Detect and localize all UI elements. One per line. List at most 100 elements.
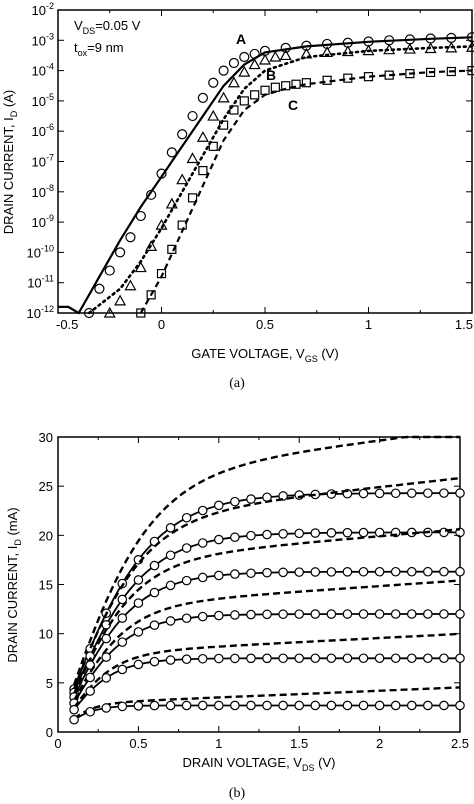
curve-b-triangle-point	[155, 218, 168, 230]
curve-a-circle-point	[146, 189, 157, 200]
measured-point-6	[214, 700, 224, 711]
y-tick-label: 10-4	[32, 62, 54, 79]
annotation-tox: tox=9 nm	[74, 40, 124, 58]
measured-point-2	[326, 528, 337, 538]
y-tick-label: 0	[46, 725, 53, 740]
measured-point-3	[181, 575, 192, 586]
measured-point-6	[69, 714, 79, 725]
x-tick-label: 1.5	[455, 317, 473, 332]
curve-a-circle-point	[177, 129, 188, 140]
x-tick-label: 2.5	[451, 736, 469, 751]
measured-point-5	[439, 653, 449, 664]
y-tick-label: 30	[39, 430, 53, 445]
panel-a-ticks: -0.5 0 0.5 1 1.5 10-2 10-3 10-4 10-5 10-6 10-7 10-8…	[27, 1, 473, 332]
curve-a-circle-point	[239, 51, 250, 63]
measured-point-3	[294, 567, 304, 577]
curve-c-square-point	[291, 79, 301, 89]
measured-point-3	[455, 566, 465, 577]
curve-c-square-point	[343, 73, 353, 83]
measured-point-2	[165, 550, 176, 561]
curve-c-square-point	[198, 165, 208, 176]
x-tick-label: 2	[376, 736, 383, 751]
measured-point-4	[455, 609, 465, 619]
measured-point-6	[342, 700, 353, 711]
measured-point-3	[390, 566, 401, 577]
measured-point-3	[278, 567, 288, 578]
measured-point-6	[278, 700, 288, 711]
measured-point-4	[342, 609, 353, 619]
curve-a-circle-point	[218, 65, 229, 76]
y-tick-label: 10-3	[32, 31, 54, 48]
measured-point-4	[374, 609, 385, 619]
measured-point-4	[85, 672, 95, 683]
curve-c-square-point	[301, 78, 311, 88]
measured-point-5	[390, 653, 401, 664]
measured-point-5	[423, 653, 433, 664]
curve-b-triangle-point	[258, 53, 272, 65]
measured-point-6	[197, 700, 208, 711]
measured-point-6	[149, 700, 160, 711]
curve-c-square-point	[363, 72, 374, 82]
measured-point-4	[439, 609, 449, 619]
measured-point-3	[358, 566, 369, 577]
measured-point-3	[230, 569, 240, 579]
x-tick-label: 0.5	[129, 736, 147, 751]
measured-point-5	[85, 686, 95, 696]
x-tick-label: 0.5	[256, 317, 274, 332]
measured-point-3	[342, 567, 353, 577]
measured-point-3	[197, 572, 208, 583]
curve-b-triangle-point	[300, 47, 313, 59]
measured-point-4	[101, 652, 112, 662]
measured-point-5	[117, 664, 128, 675]
measured-point-6	[310, 700, 321, 711]
measured-point-2	[117, 594, 128, 605]
curve-a-circle-point	[208, 77, 219, 88]
measured-point-6	[165, 700, 176, 711]
curve-c-square-point	[405, 69, 415, 79]
curve-a-circle-point	[301, 40, 312, 51]
measured-point-6	[358, 700, 369, 711]
curve-b-triangle-point	[465, 41, 474, 52]
curve-c-square-point	[156, 269, 167, 279]
measured-point-5	[374, 653, 385, 664]
model-curve-dashed-4	[73, 579, 461, 702]
measured-point-1	[390, 488, 401, 499]
curve-b-triangle-point	[321, 46, 334, 58]
y-tick-label: 5	[46, 676, 53, 691]
curve-label-a: A	[236, 31, 246, 47]
measured-point-6	[294, 700, 304, 711]
curve-b-triangle-point	[248, 58, 261, 70]
measured-point-1	[358, 488, 369, 499]
measured-point-2	[214, 534, 224, 545]
y-tick-label: 10-10	[27, 243, 54, 260]
panel-b-x-axis-label: DRAIN VOLTAGE, VDS (V)	[183, 755, 336, 773]
y-tick-label: 10-11	[27, 274, 54, 291]
measured-point-5	[278, 653, 288, 664]
measured-point-4	[214, 610, 224, 621]
measured-point-6	[117, 701, 128, 712]
panel-a-series	[58, 32, 474, 319]
curve-c-square-point	[208, 141, 218, 151]
curve-c-square-point	[426, 67, 436, 78]
x-tick-label: 0	[158, 317, 165, 332]
measured-point-5	[230, 653, 240, 664]
measured-point-5	[149, 656, 160, 667]
measured-point-1	[230, 496, 240, 507]
measured-point-4	[117, 637, 128, 647]
curve-a-circle-point	[83, 307, 95, 319]
measured-point-6	[423, 700, 433, 711]
measured-point-1	[181, 512, 192, 523]
measured-point-4	[423, 609, 433, 619]
curve-b-triangle-point	[269, 50, 282, 62]
curve-b-triangle-point	[114, 294, 127, 306]
y-tick-label: 10-7	[32, 153, 54, 170]
curve-c-square-point	[187, 193, 198, 203]
annotation-vds: VDS=0.05 V	[74, 18, 141, 36]
curve-a-circle-point	[197, 92, 208, 103]
measured-point-5	[133, 659, 144, 670]
curve-c-square-point	[239, 96, 249, 106]
measured-point-5	[455, 653, 465, 664]
curve-b-triangle-point	[145, 240, 158, 251]
measured-point-3	[246, 568, 256, 579]
measured-point-5	[101, 673, 112, 683]
